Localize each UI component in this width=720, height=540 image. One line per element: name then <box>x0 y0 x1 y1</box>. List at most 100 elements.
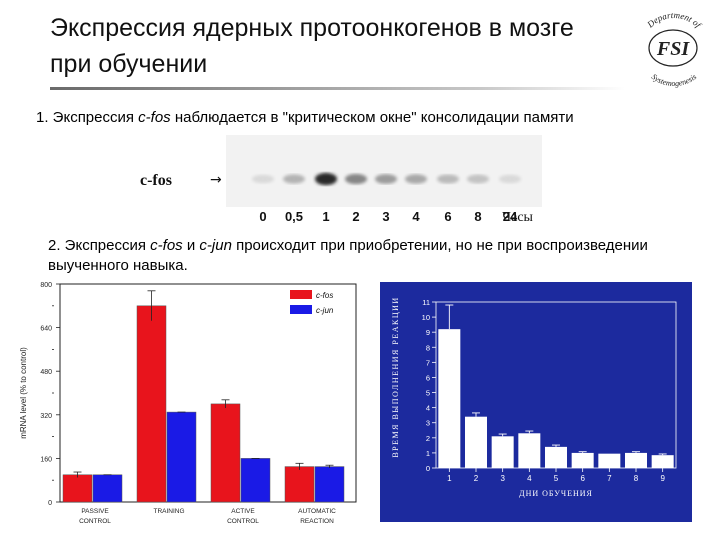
x-category-label: REACTION <box>300 518 334 525</box>
point-1-gene: c-fos <box>138 109 171 126</box>
point-2-prefix: 2. Экспрессия <box>48 237 151 254</box>
legend-label: c-fos <box>316 291 333 300</box>
bar <box>518 433 541 468</box>
blot-lane-label: 24 <box>503 209 518 223</box>
point-2-text: 2. Экспрессия c-fos и c-jun происходит п… <box>48 236 648 276</box>
y-tick-label: 320 <box>40 413 52 420</box>
blot-band <box>345 173 367 185</box>
mrna-bar-chart: 0 160 320 480 640 800 mRNA level (% to control… <box>19 282 357 525</box>
y-tick-label: 0 <box>48 500 52 507</box>
blot-lane-label: 2 <box>352 209 359 223</box>
logo-text-top: Department of <box>645 10 705 31</box>
blot-lane-label: 0 <box>259 209 266 223</box>
y-tick-label: 7 <box>426 358 430 367</box>
chart-legend: c-fos c-jun <box>290 290 334 315</box>
bar <box>598 453 621 468</box>
x-tick-label: 3 <box>500 474 505 483</box>
blot-bands <box>252 172 521 186</box>
chart-frame <box>59 283 357 503</box>
blot-lane-label: 4 <box>412 209 420 223</box>
blot-lane-label: 6 <box>444 209 451 223</box>
point-2-gene-1: c-fos <box>150 237 183 254</box>
northern-blot-image: c-fos → 0 0,5 1 2 3 4 6 8 24 Часы <box>140 135 542 223</box>
slide-title: Экспрессия ядерных протоонкогенов в мозг… <box>50 14 574 78</box>
x-tick-label: 1 <box>447 474 452 483</box>
x-tick-label: 5 <box>554 474 559 483</box>
y-tick-label: 160 <box>40 456 52 463</box>
blot-band <box>437 174 459 184</box>
x-tick-label: 7 <box>607 474 612 483</box>
point-2-suffix: происходит при приобретении, но не при в… <box>48 237 648 274</box>
blot-label: c-fos <box>140 172 172 189</box>
y-tick-label: 3 <box>426 419 430 428</box>
blot-lane-label: 8 <box>474 209 481 223</box>
legend-swatch <box>290 290 312 299</box>
x-tick-label: 9 <box>660 474 665 483</box>
y-tick-label: 2 <box>426 434 430 443</box>
bar <box>545 446 567 468</box>
point-1-text: 1. Экспрессия c-fos наблюдается в "крити… <box>36 109 574 126</box>
chart-background <box>380 282 692 522</box>
bar <box>651 455 674 468</box>
bar-c-jun <box>92 474 123 503</box>
bar <box>491 436 514 468</box>
x-category-label: PASSIVE <box>81 508 109 515</box>
x-axis-title: ДНИ ОБУЧЕНИЯ <box>519 489 593 498</box>
y-tick-label: 11 <box>422 298 430 307</box>
point-1-suffix: наблюдается в "критическом окне" консоли… <box>170 109 574 126</box>
point-2-gene-2: c-jun <box>199 237 232 254</box>
bar-c-fos <box>284 466 315 503</box>
x-tick-label: 2 <box>474 474 479 483</box>
y-tick-label: 0 <box>426 464 430 473</box>
y-tick-label: 800 <box>40 282 52 289</box>
title-underline <box>50 87 625 90</box>
bar <box>438 329 461 468</box>
x-category-label: ACTIVE <box>231 508 255 515</box>
bar-c-jun <box>166 411 197 503</box>
y-tick-label: 8 <box>426 343 430 352</box>
bar-c-fos <box>136 305 167 503</box>
blot-band <box>375 174 397 184</box>
blot-band <box>283 174 305 184</box>
blot-lane-label: 0,5 <box>285 209 303 223</box>
y-tick-label: 640 <box>40 326 52 333</box>
department-logo: Department of FSI Systemogenesis <box>645 10 705 88</box>
x-tick-label: 8 <box>634 474 639 483</box>
bar <box>571 452 594 468</box>
x-category-label: TRAINING <box>153 508 184 515</box>
logo-text-bottom: Systemogenesis <box>650 72 698 88</box>
blot-band <box>315 172 337 186</box>
logo-text-center: FSI <box>656 38 690 60</box>
y-tick-label: 4 <box>426 404 430 413</box>
blot-band <box>499 174 521 184</box>
y-axis: 0 160 320 480 640 800 <box>40 282 60 507</box>
blot-unit-label: Часы <box>502 210 534 223</box>
y-tick-label: 480 <box>40 369 52 376</box>
y-tick-label: 1 <box>426 449 430 458</box>
y-tick-label: 10 <box>422 313 430 322</box>
y-tick-label: 5 <box>426 389 430 398</box>
bar-c-fos <box>62 474 93 503</box>
blot-arrow-icon: → <box>210 172 222 188</box>
blot-membrane <box>226 135 542 207</box>
blot-band <box>405 174 427 184</box>
reaction-time-bar-chart: 0 1 2 3 4 5 6 7 8 9 10 11 ВРЕМЯ ВЫПОЛНЕНИЯ РЕАКЦИИ 1 2… <box>380 282 692 522</box>
point-1-prefix: 1. Экспрессия <box>36 109 139 126</box>
blot-lane-labels: 0 0,5 1 2 3 4 6 8 24 <box>259 209 518 223</box>
bar-c-jun <box>314 466 345 503</box>
y-axis-title: mRNA level (% to control) <box>19 347 28 439</box>
bar <box>625 452 647 468</box>
x-tick-label: 4 <box>527 474 532 483</box>
x-category-label: AUTOMATIC <box>298 508 336 515</box>
blot-lane-label: 3 <box>382 209 389 223</box>
blot-band <box>467 174 489 184</box>
legend-label: c-jun <box>316 306 334 315</box>
blot-lane-label: 1 <box>322 209 329 223</box>
y-axis-title: ВРЕМЯ ВЫПОЛНЕНИЯ РЕАКЦИИ <box>391 296 400 457</box>
point-2-middle: и <box>182 237 200 254</box>
blot-band <box>252 174 274 184</box>
x-category-label: CONTROL <box>79 518 111 525</box>
x-category-label: CONTROL <box>227 518 259 525</box>
y-tick-label: 9 <box>426 328 430 337</box>
bar <box>465 416 487 468</box>
